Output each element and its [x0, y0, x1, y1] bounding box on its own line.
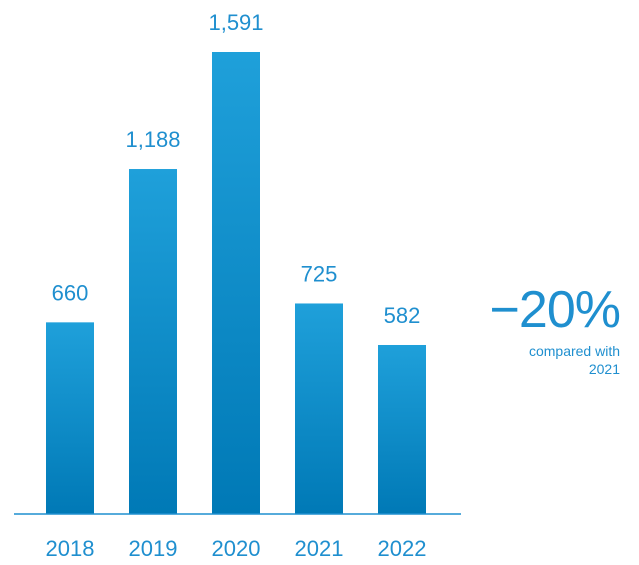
x-tick-labels-group: 2018 2019 2020 2021 2022 [46, 536, 427, 561]
percent-change: −20% [489, 281, 621, 339]
bar-2018 [46, 322, 94, 514]
x-tick-2020: 2020 [212, 536, 261, 561]
bar-2020 [212, 52, 260, 514]
bar-2019 [129, 169, 177, 514]
x-tick-2022: 2022 [378, 536, 427, 561]
value-label-2018: 660 [52, 280, 89, 305]
value-label-2020: 1,591 [208, 10, 263, 35]
bars-group [46, 52, 426, 514]
value-label-2021: 725 [301, 261, 338, 286]
value-label-2019: 1,188 [125, 127, 180, 152]
change-callout: −20% compared with 2021 [489, 281, 621, 378]
x-tick-2018: 2018 [46, 536, 95, 561]
value-label-2022: 582 [384, 303, 421, 328]
x-tick-2019: 2019 [129, 536, 178, 561]
bar-2021 [295, 303, 343, 514]
value-labels-group: 660 1,188 1,591 725 582 [52, 10, 421, 328]
bar-2022 [378, 344, 426, 514]
x-tick-2021: 2021 [295, 536, 344, 561]
comparison-note: compared with 2021 [528, 343, 620, 377]
